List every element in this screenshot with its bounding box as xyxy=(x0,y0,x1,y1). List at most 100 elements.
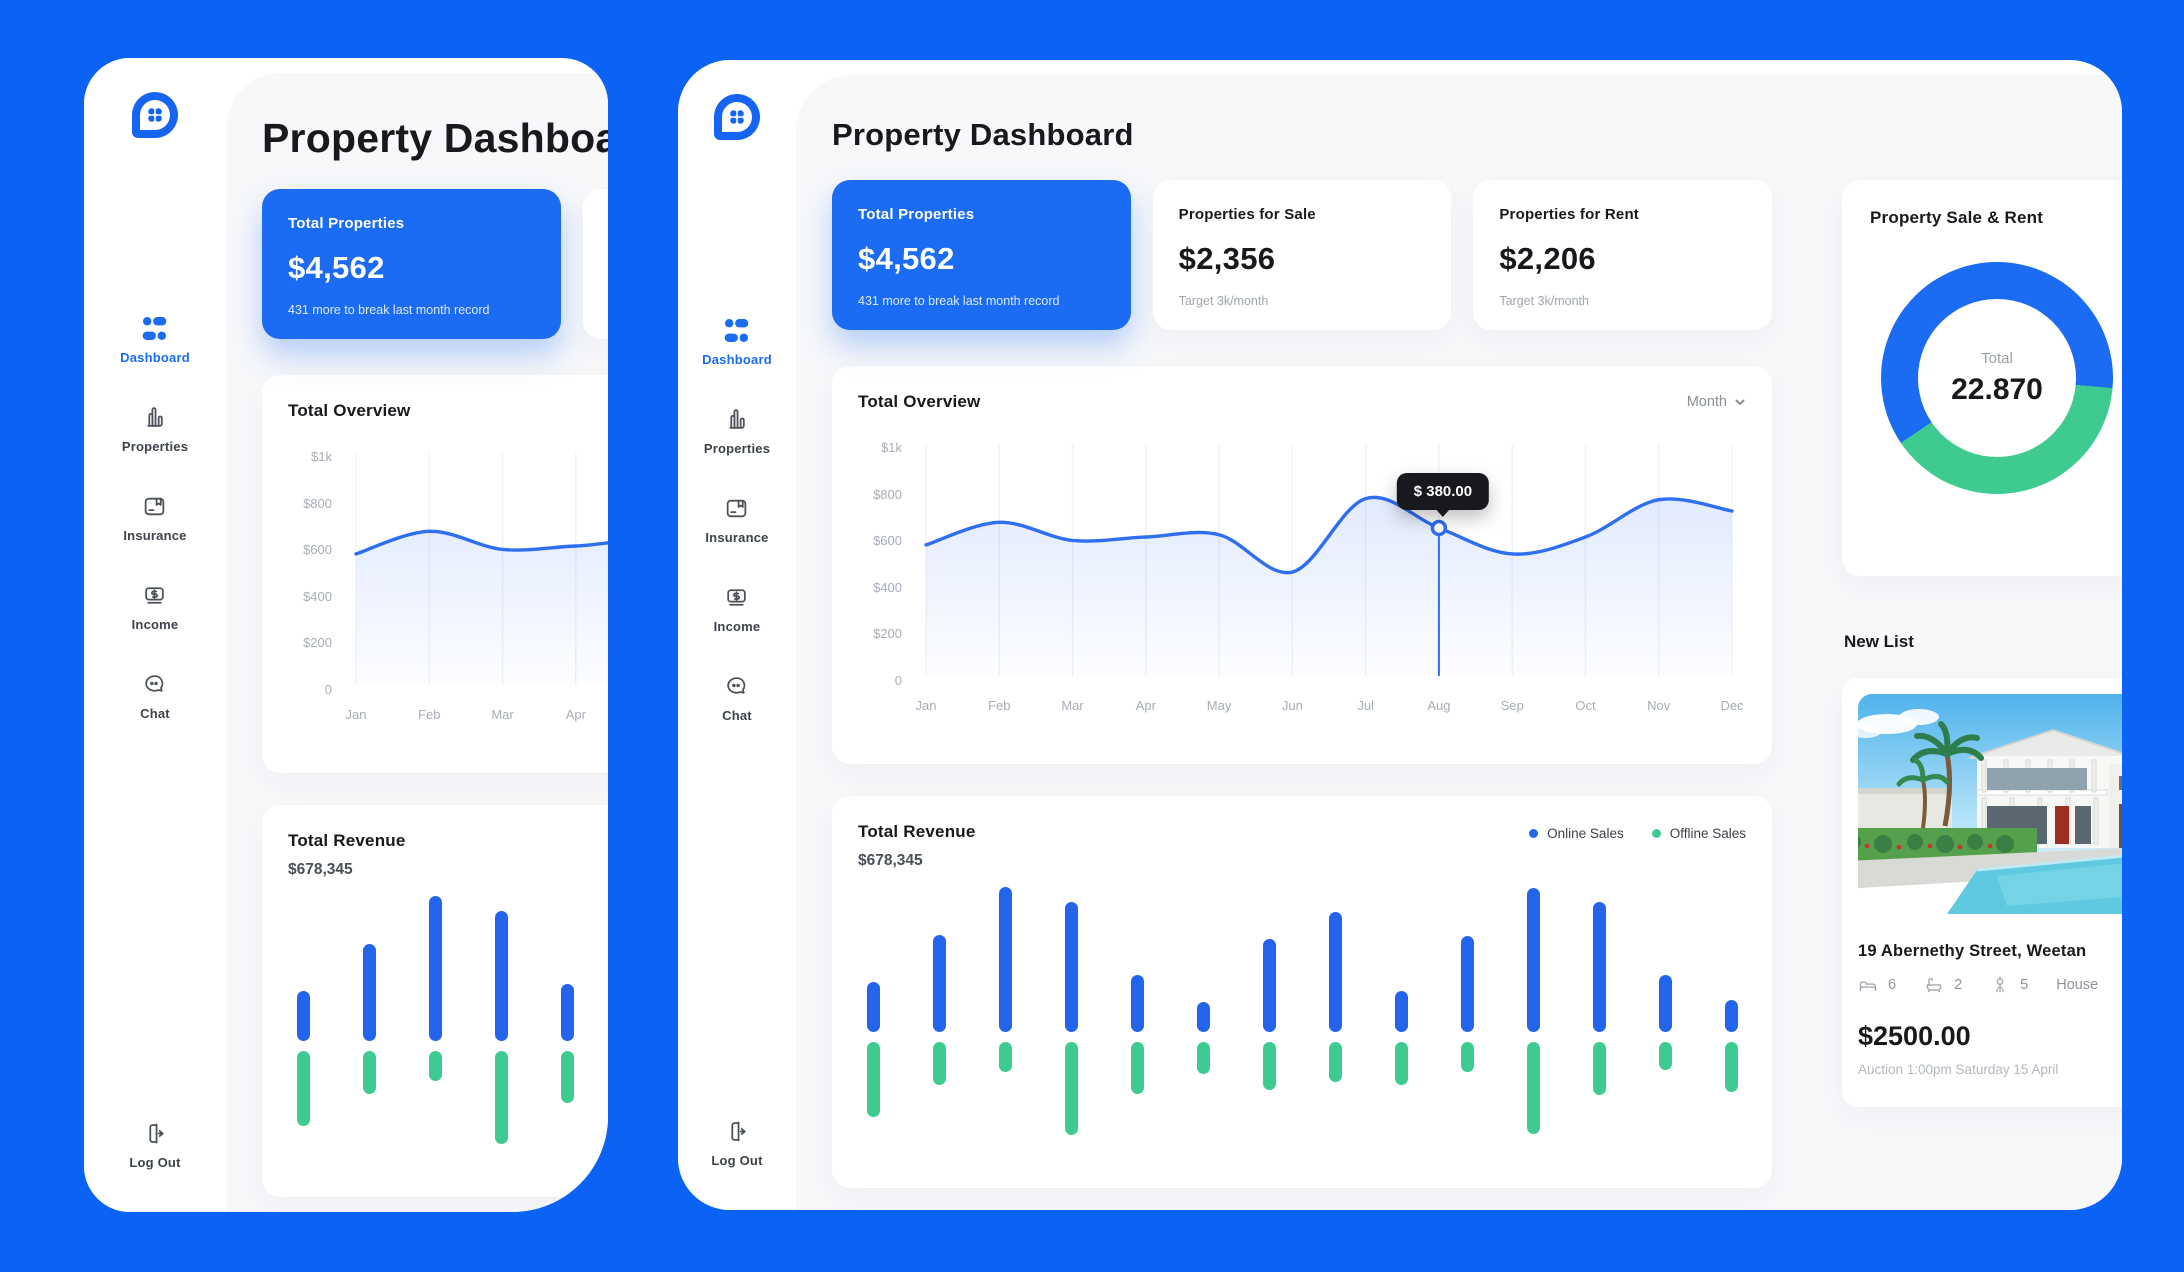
dashboard-grid-icon xyxy=(143,316,167,341)
sidebar-item-label: Properties xyxy=(121,439,189,454)
offline-sales-bar xyxy=(1130,1042,1144,1094)
stat-subtext: Target 3k/month xyxy=(1499,294,1589,308)
listing-price: $2500.00 xyxy=(1858,1021,1971,1051)
revenue-bar-pair xyxy=(1460,884,1474,1142)
stat-subtext: 431 more to break last month record xyxy=(288,303,490,317)
sidebar-item-chat[interactable]: Chat xyxy=(722,674,752,723)
sidebar-item-chat[interactable]: Chat xyxy=(140,672,170,721)
period-dropdown[interactable]: Month xyxy=(1687,394,1746,410)
sidebar-item-properties[interactable]: Properties xyxy=(122,405,188,454)
sidebar-item-label: Log Out xyxy=(129,1155,181,1170)
stat-label: Properties for Rent xyxy=(1499,206,1640,223)
app-logo xyxy=(714,94,760,140)
sidebar-item-logout[interactable]: Log Out xyxy=(711,1119,762,1168)
overview-title: Total Overview xyxy=(858,392,981,411)
legend-item-online-sales[interactable]: Online Sales xyxy=(1529,826,1624,841)
revenue-bar-pair xyxy=(932,884,946,1142)
revenue-bar-pair xyxy=(866,884,880,1142)
sidebar-item-insurance[interactable]: Insurance xyxy=(123,494,186,543)
y-tick-label: $600 xyxy=(303,542,332,558)
legend-dot-online xyxy=(1529,829,1539,838)
offline-sales-bar xyxy=(1262,1042,1276,1090)
revenue-bar-pair xyxy=(296,893,310,1151)
x-tick-label: Jan xyxy=(345,707,367,722)
sidebar-item-logout[interactable]: Log Out xyxy=(129,1121,180,1170)
y-tick-label: $200 xyxy=(303,635,332,651)
stat-subtext: 431 more to break last month record xyxy=(858,294,1060,308)
line-chart-area: $1k $800 $600 $400 $200 0 $ 380.00 xyxy=(858,438,1746,688)
properties-chart-icon xyxy=(729,409,746,429)
sidebar-item-dashboard[interactable]: Dashboard xyxy=(120,316,190,365)
sidebar-item-income[interactable]: Income xyxy=(132,583,179,632)
sidebar: Dashboard Properties I xyxy=(678,60,796,1210)
revenue-bar-pair xyxy=(1658,884,1672,1142)
legend-label: Offline Sales xyxy=(1669,826,1746,841)
listing-card[interactable]: 19 Abernethy Street, Weetan 6 xyxy=(1842,678,2122,1107)
online-sales-bar xyxy=(362,944,376,1041)
revenue-title: Total Revenue xyxy=(288,831,406,850)
chart-tooltip-value: $ 380.00 xyxy=(1413,482,1473,500)
online-sales-bar xyxy=(998,887,1012,1032)
online-sales-bar xyxy=(1328,912,1342,1032)
sidebar-item-properties[interactable]: Properties xyxy=(704,407,770,456)
line-chart-y-axis: $1k $800 $600 $400 $200 0 xyxy=(858,438,904,688)
listing-address: 19 Abernethy Street, Weetan xyxy=(1858,942,2087,960)
stat-value: $2,206 xyxy=(1499,240,1596,276)
revenue-total-value: $678,345 xyxy=(288,861,353,878)
donut-total-label: Total xyxy=(1981,349,2013,367)
showers-count: 5 xyxy=(2020,977,2029,993)
chevron-down-icon xyxy=(1735,399,1745,406)
revenue-bar-pair xyxy=(998,884,1012,1142)
online-sales-bar xyxy=(1592,902,1606,1032)
sidebar-item-insurance[interactable]: Insurance xyxy=(705,496,768,545)
property-type: House xyxy=(2056,977,2099,993)
chat-icon xyxy=(727,677,746,694)
stats-cards-row: Total Properties $4,562 431 more to brea… xyxy=(832,180,1773,330)
listing-features: 6 2 5 xyxy=(1858,975,2122,995)
x-tick-label: Jun xyxy=(1281,698,1303,713)
clover-logo-icon xyxy=(730,110,744,124)
sidebar-item-income[interactable]: Income xyxy=(714,585,761,634)
income-icon xyxy=(727,589,747,606)
online-sales-bar xyxy=(1460,936,1474,1032)
revenue-bar-pair xyxy=(428,893,442,1151)
line-chart-svg xyxy=(354,453,608,685)
offline-sales-bar xyxy=(362,1051,376,1094)
offline-sales-bar xyxy=(296,1051,310,1126)
donut-title: Property Sale & Rent xyxy=(1870,208,2044,227)
legend-item-offline-sales[interactable]: Offline Sales xyxy=(1651,826,1746,841)
x-tick-label: Mar xyxy=(491,707,514,722)
online-sales-bar xyxy=(494,911,508,1041)
online-sales-bar xyxy=(1394,991,1408,1032)
offline-sales-bar xyxy=(1658,1042,1672,1070)
offline-sales-bar xyxy=(428,1051,442,1081)
offline-sales-bar xyxy=(866,1042,880,1117)
x-tick-label: Oct xyxy=(1575,698,1596,713)
sidebar-item-dashboard[interactable]: Dashboard xyxy=(702,318,772,367)
total-overview-card: Total Overview Month $1k $800 $600 $400 $200… xyxy=(832,366,1772,764)
sidebar-item-label: Log Out xyxy=(711,1153,763,1168)
property-dashboard: Dashboard Properties I xyxy=(678,60,2122,1210)
line-chart-area: $1k $800 $600 $400 $200 0 $ 380.00 xyxy=(288,447,608,697)
y-tick-label: $200 xyxy=(873,626,902,642)
y-tick-label: $800 xyxy=(303,495,332,511)
revenue-bar-pair xyxy=(1394,884,1408,1142)
baths-count: 2 xyxy=(1954,977,1963,993)
bed-icon xyxy=(1859,981,1877,992)
offline-sales-bar xyxy=(494,1051,508,1144)
beds-count: 6 xyxy=(1888,977,1897,993)
revenue-legend: Online Sales Offline Sales xyxy=(1529,826,1746,841)
online-sales-bar xyxy=(428,896,442,1041)
main-column: Total Properties $4,562 431 more to brea… xyxy=(832,180,1773,1188)
revenue-bar-pair xyxy=(560,893,574,1151)
app-logo xyxy=(132,92,178,138)
insurance-icon xyxy=(145,497,165,516)
new-list-heading: New List xyxy=(1844,632,1914,651)
stat-card-total-properties: Total Properties $4,562 431 more to brea… xyxy=(262,189,561,339)
x-tick-label: Dec xyxy=(1720,698,1744,713)
stat-value: $4,562 xyxy=(288,249,385,285)
y-tick-label: 0 xyxy=(894,672,902,688)
right-column: Property Sale & Rent Total 22.870 New Li… xyxy=(1842,180,2122,1107)
revenue-total-value: $678,345 xyxy=(858,852,923,869)
chat-icon xyxy=(145,675,164,692)
